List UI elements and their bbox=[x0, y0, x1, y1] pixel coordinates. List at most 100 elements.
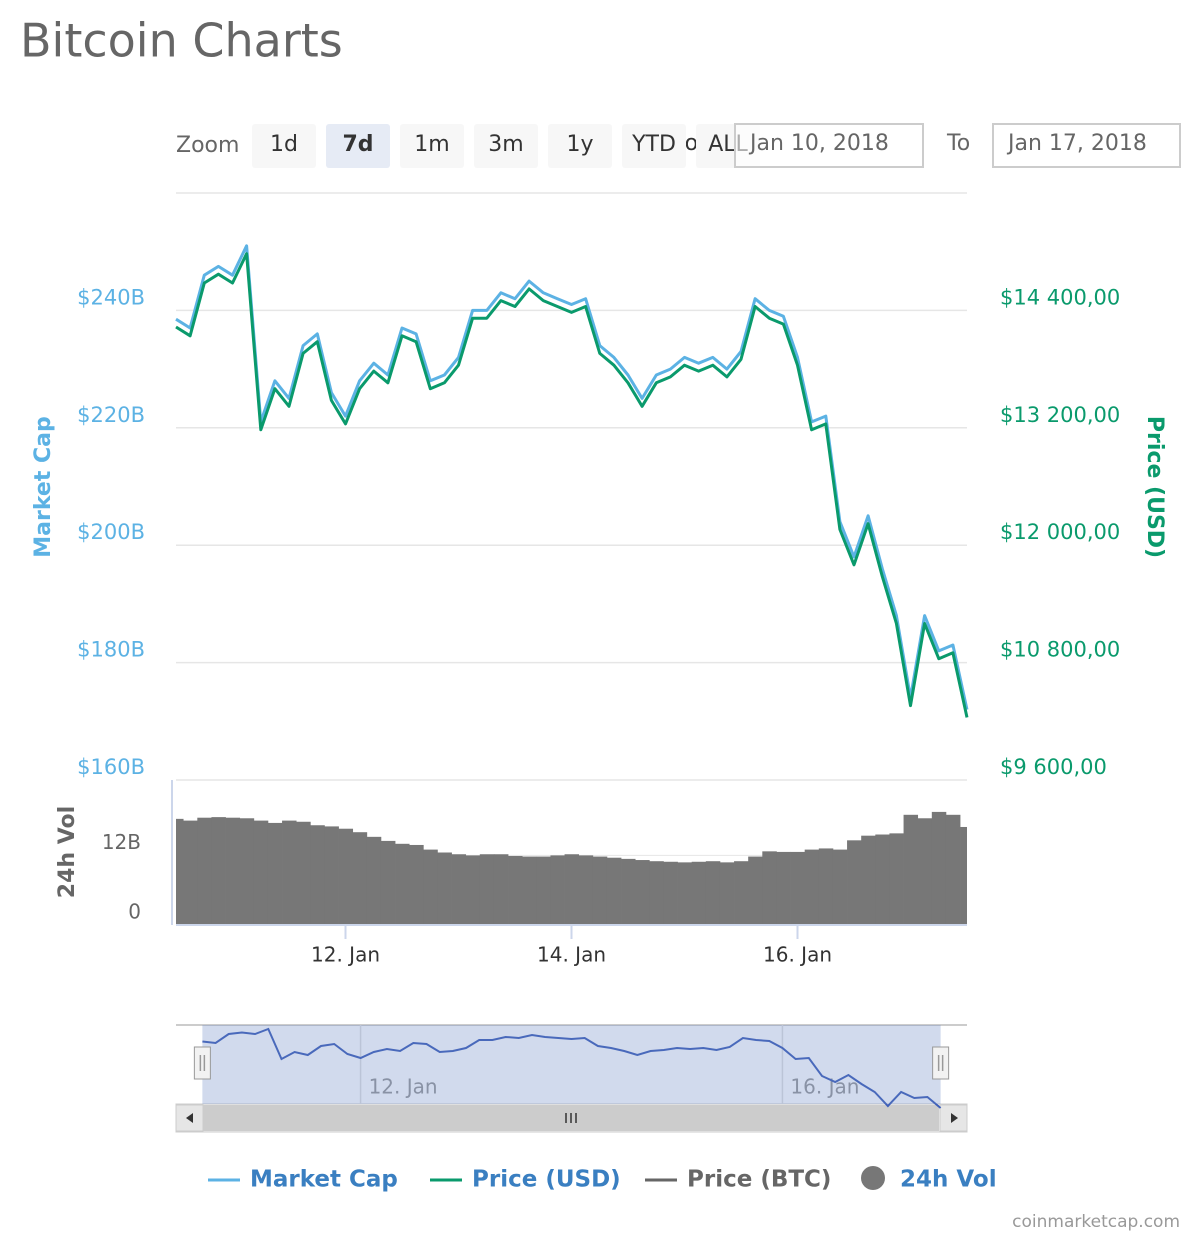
vol-bar bbox=[465, 855, 481, 925]
vol-bar bbox=[352, 832, 368, 925]
vol-axis-title: 24h Vol bbox=[55, 806, 80, 898]
vol-bar bbox=[762, 851, 777, 925]
page-title: Bitcoin Charts bbox=[20, 14, 343, 68]
zoom-button[interactable] bbox=[252, 124, 316, 168]
vol-bar bbox=[310, 825, 325, 925]
vol-bar bbox=[550, 855, 565, 925]
vol-bar bbox=[536, 856, 551, 925]
zoom-button-label: 1d bbox=[270, 132, 298, 157]
legend-label: 24h Vol bbox=[900, 1167, 997, 1193]
from-date: Jan 10, 2018 bbox=[748, 131, 889, 156]
legend-label: Price (BTC) bbox=[687, 1167, 831, 1193]
y-tick-label: $200B bbox=[77, 520, 145, 544]
vol-bar bbox=[931, 811, 947, 925]
vol-bar bbox=[451, 854, 467, 925]
zoom-button[interactable] bbox=[622, 124, 686, 168]
vol-bar bbox=[338, 828, 354, 925]
vol-bar bbox=[790, 851, 806, 925]
vol-bar bbox=[437, 852, 452, 925]
vol-bar bbox=[423, 849, 438, 925]
vol-bar bbox=[522, 856, 537, 925]
handle-grip bbox=[199, 1055, 206, 1071]
vol-bar bbox=[691, 861, 707, 925]
legend-symbol bbox=[861, 1166, 885, 1190]
handle-grip bbox=[937, 1055, 944, 1071]
vol-bar bbox=[847, 840, 862, 925]
y-tick-label: $160B bbox=[77, 755, 145, 779]
to-date: Jan 17, 2018 bbox=[1006, 131, 1147, 156]
navigator-handle[interactable] bbox=[932, 1046, 950, 1080]
navigator-selection[interactable] bbox=[202, 1025, 941, 1104]
vol-bar bbox=[592, 856, 608, 925]
vol-bar bbox=[324, 826, 339, 925]
y2-tick-label: $10 800,00 bbox=[1000, 638, 1120, 662]
y-tick-label: $180B bbox=[77, 638, 145, 662]
y2-tick-label: $13 200,00 bbox=[1000, 403, 1120, 427]
vol-bar bbox=[508, 855, 523, 925]
vol-bar bbox=[479, 854, 495, 925]
navigator-line bbox=[202, 1027, 942, 1109]
x-tick-label: 16. Jan bbox=[763, 943, 832, 967]
vol-bar bbox=[960, 826, 967, 925]
vol-bar bbox=[861, 835, 876, 925]
vol-bar bbox=[176, 818, 184, 925]
legend-label: Market Cap bbox=[250, 1167, 398, 1193]
navigator-tick-label: 12. Jan bbox=[369, 1075, 438, 1099]
y2-tick-label: $9 600,00 bbox=[1000, 755, 1107, 779]
legend-item[interactable]: Price (BTC) bbox=[645, 1167, 831, 1193]
vol-bar bbox=[493, 854, 509, 925]
vol-bar bbox=[818, 848, 834, 925]
vol-bar bbox=[705, 861, 721, 925]
vol-bar bbox=[197, 817, 212, 925]
vol-bar bbox=[875, 834, 890, 925]
vol-bar bbox=[578, 855, 594, 925]
y-tick-label: $220B bbox=[77, 403, 145, 427]
vol-bar bbox=[889, 833, 904, 925]
vol-bar bbox=[183, 820, 198, 925]
legend-item[interactable]: Price (USD) bbox=[430, 1167, 621, 1193]
legend-item[interactable]: Market Cap bbox=[208, 1167, 398, 1193]
vol-bar bbox=[409, 844, 424, 925]
vol-bar bbox=[239, 818, 255, 925]
vol-bar bbox=[649, 861, 664, 925]
vol-bar bbox=[945, 814, 961, 925]
to-input[interactable] bbox=[992, 123, 1181, 168]
vol-bar bbox=[776, 851, 791, 925]
legend-label: Price (USD) bbox=[472, 1167, 621, 1193]
scroll-grip bbox=[565, 1113, 577, 1123]
y2-axis-title: Price (USD) bbox=[1142, 416, 1167, 558]
from-input[interactable] bbox=[734, 123, 924, 168]
vol-bar bbox=[296, 821, 311, 925]
navigator-handle[interactable] bbox=[193, 1046, 211, 1080]
vol-bar bbox=[267, 822, 283, 925]
vol-bar bbox=[663, 861, 678, 925]
legend-item[interactable]: 24h Vol bbox=[861, 1166, 997, 1193]
zoom-button[interactable] bbox=[474, 124, 538, 168]
vol-bar bbox=[395, 843, 410, 925]
zoom-button[interactable] bbox=[326, 124, 390, 168]
zoom-button[interactable] bbox=[548, 124, 612, 168]
credit: coinmarketcap.com bbox=[1012, 1212, 1180, 1232]
vol-bar bbox=[677, 862, 693, 925]
scroll-right-arrow bbox=[951, 1113, 958, 1123]
y-axis-title: Market Cap bbox=[31, 416, 56, 557]
vol-bar bbox=[606, 857, 622, 925]
navigator-tick-label: 16. Jan bbox=[790, 1075, 859, 1099]
y2-tick-label: $12 000,00 bbox=[1000, 520, 1120, 544]
zoom-button[interactable] bbox=[400, 124, 464, 168]
zoom-label: Zoom bbox=[176, 133, 239, 158]
vol-bar bbox=[253, 820, 269, 925]
vol-bar bbox=[635, 860, 650, 925]
y2-tick-label: $14 400,00 bbox=[1000, 285, 1120, 309]
vol-bar bbox=[719, 862, 735, 925]
vol-bar bbox=[734, 861, 749, 925]
vol-bar bbox=[225, 817, 241, 925]
vol-bar bbox=[380, 840, 396, 925]
vol-bar bbox=[748, 856, 763, 925]
vol-tick-label: 12B bbox=[102, 830, 141, 854]
zoom-button-label: 1y bbox=[566, 132, 593, 157]
zoom-button-label: 7d bbox=[342, 132, 373, 157]
zoom-button-label: 1m bbox=[414, 132, 449, 157]
